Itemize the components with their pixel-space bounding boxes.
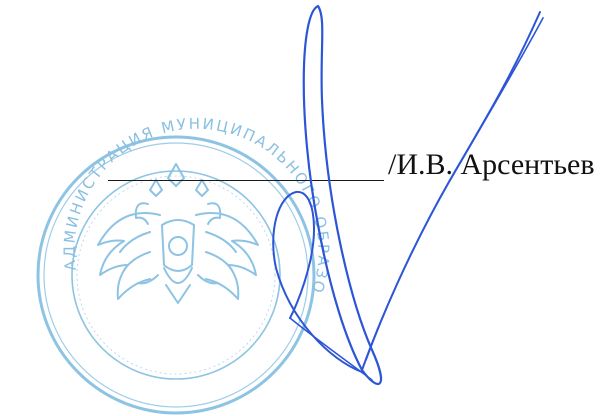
signer-name: /И.В. Арсентьев	[388, 148, 595, 181]
seal-outer-text: АДМИНИСТРАЦИЯ МУНИЦИПАЛЬНОГО ОБРАЗОВАНИЯ…	[0, 0, 333, 297]
double-headed-eagle-emblem	[97, 163, 259, 304]
signature-line	[108, 180, 384, 181]
